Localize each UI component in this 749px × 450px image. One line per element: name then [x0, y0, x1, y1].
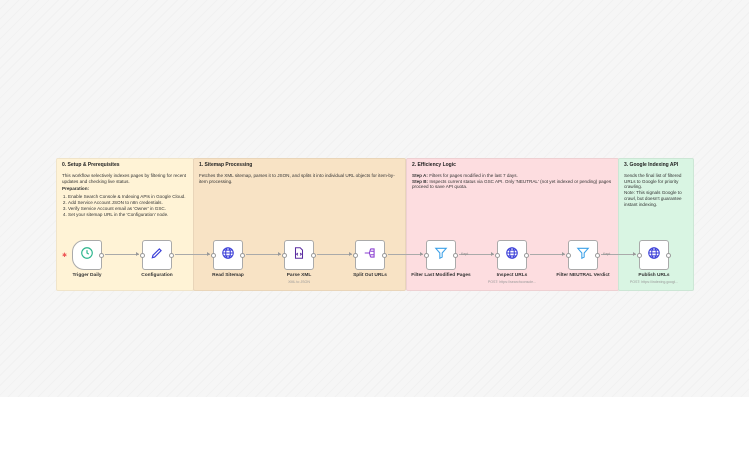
xml-file-icon — [292, 246, 306, 265]
output-port[interactable] — [453, 253, 458, 258]
note-body: This workflow selectively indexes pages … — [62, 172, 187, 184]
note-step: Add Service Account JSON to n8n credenti… — [68, 200, 188, 206]
node-label: Parse XML — [286, 273, 312, 278]
filter-icon — [576, 246, 590, 265]
node-filter-last-modified-pages[interactable] — [424, 240, 458, 270]
sticky-note-sitemap[interactable]: 1. Sitemap Processing Fetches the XML si… — [193, 158, 406, 291]
globe-icon — [505, 246, 519, 265]
node-label: Configuration — [141, 273, 173, 278]
note-note: Note: This signals Google to crawl, but … — [624, 190, 682, 207]
input-port[interactable] — [353, 253, 358, 258]
input-port[interactable] — [637, 253, 642, 258]
node-label: Filter NEUTRAL Verdict — [556, 273, 610, 278]
note-title: 1. Sitemap Processing — [199, 162, 253, 168]
connection[interactable] — [459, 252, 494, 256]
input-port[interactable] — [282, 253, 287, 258]
node-parse-xml[interactable] — [282, 240, 316, 270]
output-port[interactable] — [524, 253, 529, 258]
node-inspect-urls[interactable] — [495, 240, 529, 270]
trigger-bolt-icon: ✱ — [62, 253, 68, 259]
input-port[interactable] — [211, 253, 216, 258]
sticky-note-efficiency[interactable]: 2. Efficiency Logic Step A: Filters for … — [406, 158, 619, 291]
step-a-label: Step A: — [412, 172, 428, 178]
connection[interactable] — [246, 252, 281, 256]
note-title: 2. Efficiency Logic — [412, 162, 456, 168]
input-port[interactable] — [140, 253, 145, 258]
connection[interactable] — [105, 252, 139, 256]
connection[interactable] — [317, 252, 352, 256]
output-port[interactable] — [311, 253, 316, 258]
node-subtitle: POST: https://indexing.googl... — [629, 280, 679, 284]
output-port[interactable] — [169, 253, 174, 258]
node-subtitle: POST: https://searchconsole... — [487, 280, 537, 284]
output-port[interactable] — [240, 253, 245, 258]
sticky-note-indexing[interactable]: 3. Google Indexing API Sends the final l… — [618, 158, 694, 291]
node-filter-neutral-verdict[interactable] — [566, 240, 600, 270]
node-label: Publish URLs — [638, 273, 670, 278]
note-body: Sends the final list of filtered URLs to… — [624, 172, 682, 190]
connection[interactable] — [388, 252, 423, 256]
split-icon — [363, 246, 377, 265]
kept-output-label: Kept — [603, 252, 611, 256]
globe-icon — [221, 246, 235, 265]
note-prep-title: Preparation: — [62, 186, 90, 192]
node-read-sitemap[interactable] — [211, 240, 245, 270]
step-b-label: Step B: — [412, 178, 429, 184]
output-port[interactable] — [382, 253, 387, 258]
globe-icon — [647, 246, 661, 265]
note-step: Verify Service Account email as 'Owner' … — [68, 206, 188, 212]
filter-icon — [434, 246, 448, 265]
note-step: Set your sitemap URL in the 'Configurati… — [68, 212, 188, 218]
node-trigger-daily[interactable] — [72, 240, 104, 270]
note-body: Fetches the XML sitemap, parses it to JS… — [199, 172, 395, 184]
input-port[interactable] — [424, 253, 429, 258]
connection[interactable] — [175, 252, 210, 256]
sticky-note-setup[interactable]: 0. Setup & Prerequisites This workflow s… — [56, 158, 194, 291]
output-port[interactable] — [99, 253, 104, 258]
clock-icon — [80, 246, 94, 265]
node-split-out-urls[interactable] — [353, 240, 387, 270]
node-label: Inspect URLs — [496, 273, 528, 278]
node-label: Trigger Daily — [72, 273, 102, 278]
node-publish-urls[interactable] — [637, 240, 671, 270]
note-step: Enable Search Console & Indexing APIs in… — [68, 194, 188, 200]
step-b-text: Inspects current status via GSC API. Onl… — [412, 178, 612, 190]
node-subtitle: XML to JSON — [288, 280, 310, 284]
output-port[interactable] — [595, 253, 600, 258]
step-a-text: Filters for pages modified in the last 7… — [427, 172, 518, 178]
pencil-icon — [150, 246, 164, 265]
note-title: 3. Google Indexing API — [624, 162, 679, 168]
node-configuration[interactable] — [140, 240, 174, 270]
input-port[interactable] — [566, 253, 571, 258]
node-label: Read Sitemap — [212, 273, 244, 278]
workflow-canvas[interactable]: 0. Setup & Prerequisites This workflow s… — [0, 0, 749, 397]
note-title: 0. Setup & Prerequisites — [62, 162, 120, 168]
node-label: Split Out URLs — [353, 273, 387, 278]
node-label: Filter Last Modified Pages — [411, 273, 471, 278]
kept-output-label: Kept — [461, 252, 469, 256]
connection[interactable] — [601, 252, 636, 256]
connection[interactable] — [530, 252, 565, 256]
input-port[interactable] — [495, 253, 500, 258]
output-port[interactable] — [666, 253, 671, 258]
